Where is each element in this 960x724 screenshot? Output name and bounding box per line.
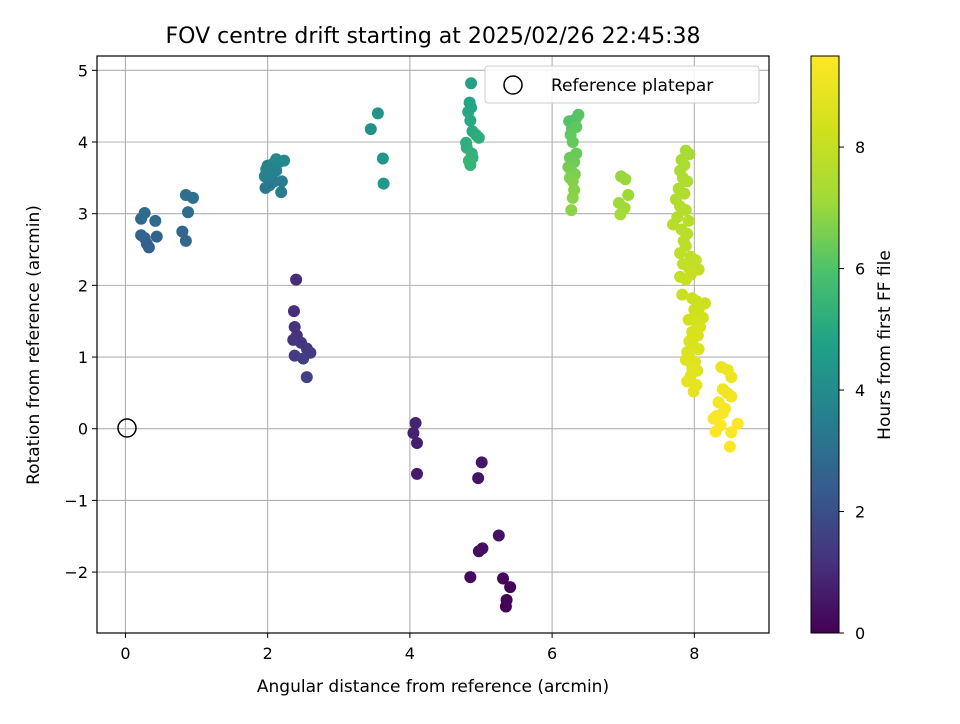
plot-frame [96,55,770,634]
data-point [723,440,736,453]
data-point [411,437,423,450]
data-point [472,131,485,144]
data-point [725,390,738,403]
colorbar-tick-label: 2 [855,503,865,522]
data-point [684,268,697,281]
data-point [462,154,475,167]
colorbar-tick-label: 6 [855,260,865,279]
colorbar [810,55,840,634]
chart-title: FOV centre drift starting at 2025/02/26 … [166,24,701,49]
y-tick-label: 4 [78,133,88,152]
data-point [566,136,579,149]
data-point [187,191,199,204]
data-point [138,206,151,219]
data-point [297,352,310,365]
data-point [572,108,585,121]
x-tick-label: 6 [547,644,557,663]
data-point [709,425,722,438]
data-point [678,187,691,200]
y-tick-label: 2 [78,276,88,295]
data-point [270,153,283,166]
data-point [287,305,300,318]
data-point [681,375,694,388]
x-tick-label: 4 [405,644,415,663]
grid-lines [97,56,769,633]
x-axis-label: Angular distance from reference (arcmin) [257,677,609,697]
data-point [376,152,389,165]
data-point [492,529,505,542]
data-point [135,229,148,242]
colorbar-label: Hours from first FF file [875,250,895,440]
y-tick-label: 3 [78,205,88,224]
data-point [692,343,705,356]
data-points [135,77,744,613]
colorbar-tick-label: 0 [855,624,865,643]
data-point [699,297,711,310]
data-point [300,371,313,384]
legend-box [484,65,760,104]
y-axis-label: Rotation from reference (arcmin) [24,205,44,485]
data-point [371,107,384,120]
data-point [150,230,163,243]
data-point [179,234,192,247]
data-point [622,189,635,202]
data-point [409,416,422,429]
data-point [476,542,489,555]
data-point [619,173,632,186]
data-point [681,175,694,188]
data-point [465,77,478,90]
data-point [725,426,738,439]
data-point [182,206,195,219]
data-point [687,385,700,398]
data-point [716,406,729,419]
data-point [472,472,485,485]
colorbar-tick-label: 4 [855,381,865,400]
x-tick-label: 2 [263,644,273,663]
data-point [614,208,627,221]
data-point [674,247,687,260]
x-tick-label: 8 [689,644,699,663]
data-point [464,114,477,127]
data-point [290,273,303,286]
reference-marker [117,418,137,438]
data-point [566,191,579,204]
x-tick-label: 0 [120,644,130,663]
x-axis-ticks: 0 2 4 6 8 [120,633,699,663]
y-tick-label: 1 [78,348,88,367]
data-point [377,177,390,190]
data-point [725,371,738,384]
data-point [475,456,488,469]
data-point [497,572,510,585]
legend-label: Reference platepar [551,76,713,96]
data-point [411,467,423,480]
data-point [275,186,288,199]
y-tick-label: −1 [64,491,88,510]
data-point [504,581,517,594]
colorbar-tick-label: 8 [855,138,865,157]
y-axis-ticks: −2 −1 0 1 2 3 4 5 [64,61,97,582]
data-point [407,427,420,440]
data-point [691,329,704,342]
data-point [176,225,189,238]
data-point [676,288,689,301]
y-tick-label: 5 [78,61,88,80]
data-point [731,417,744,430]
data-point [149,214,162,227]
legend-marker [503,75,523,95]
data-point [679,204,692,217]
colorbar-ticks: 0 2 4 6 8 [839,138,865,643]
legend: Reference platepar [484,65,760,104]
data-point [364,123,377,136]
data-point [464,571,477,584]
y-tick-label: −2 [64,563,88,582]
data-point [500,594,513,607]
data-point [565,204,578,217]
data-point [275,175,288,188]
data-point [682,214,695,227]
y-tick-label: 0 [78,420,88,439]
